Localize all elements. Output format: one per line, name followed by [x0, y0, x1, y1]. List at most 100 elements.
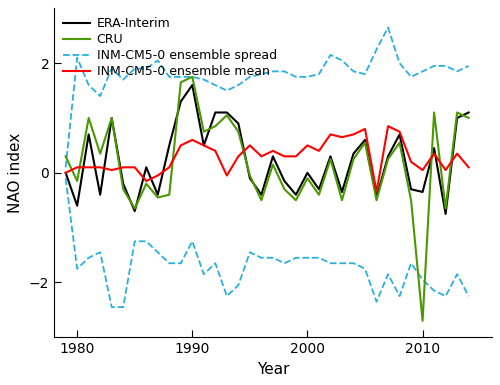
Line: INM-CM5-0 ensemble spread: INM-CM5-0 ensemble spread — [66, 27, 468, 167]
INM-CM5-0 ensemble mean — [224, 173, 230, 178]
CRU — [62, 154, 68, 159]
CRU — [86, 116, 91, 120]
INM-CM5-0 ensemble spread — [166, 75, 172, 79]
INM-CM5-0 ensemble spread — [86, 83, 91, 87]
INM-CM5-0 ensemble mean — [74, 165, 80, 170]
INM-CM5-0 ensemble spread — [224, 88, 230, 93]
CRU — [155, 195, 161, 200]
INM-CM5-0 ensemble mean — [339, 135, 345, 139]
ERA-Interim — [293, 192, 299, 197]
ERA-Interim — [339, 190, 345, 194]
ERA-Interim — [466, 110, 471, 115]
INM-CM5-0 ensemble spread — [212, 83, 218, 87]
INM-CM5-0 ensemble mean — [385, 124, 391, 129]
CRU — [362, 140, 368, 145]
INM-CM5-0 ensemble spread — [120, 77, 126, 82]
ERA-Interim — [108, 116, 114, 120]
INM-CM5-0 ensemble spread — [328, 53, 334, 57]
CRU — [132, 206, 138, 211]
CRU — [442, 206, 448, 211]
INM-CM5-0 ensemble mean — [282, 154, 288, 159]
INM-CM5-0 ensemble mean — [62, 171, 68, 175]
INM-CM5-0 ensemble mean — [178, 143, 184, 148]
CRU — [108, 116, 114, 120]
INM-CM5-0 ensemble mean — [350, 132, 356, 137]
INM-CM5-0 ensemble mean — [132, 165, 138, 170]
ERA-Interim — [212, 110, 218, 115]
Y-axis label: NAO index: NAO index — [8, 133, 24, 213]
INM-CM5-0 ensemble mean — [420, 168, 426, 172]
CRU — [143, 181, 149, 186]
Line: ERA-Interim: ERA-Interim — [66, 85, 468, 214]
ERA-Interim — [396, 132, 402, 137]
INM-CM5-0 ensemble mean — [454, 151, 460, 156]
ERA-Interim — [408, 187, 414, 192]
ERA-Interim — [86, 132, 91, 137]
CRU — [339, 198, 345, 203]
INM-CM5-0 ensemble mean — [316, 149, 322, 153]
INM-CM5-0 ensemble mean — [120, 165, 126, 170]
INM-CM5-0 ensemble spread — [132, 66, 138, 71]
ERA-Interim — [155, 192, 161, 197]
ERA-Interim — [420, 190, 426, 194]
ERA-Interim — [316, 187, 322, 192]
INM-CM5-0 ensemble spread — [74, 55, 80, 60]
CRU — [247, 173, 253, 178]
INM-CM5-0 ensemble mean — [190, 137, 196, 142]
INM-CM5-0 ensemble mean — [212, 149, 218, 153]
INM-CM5-0 ensemble mean — [374, 190, 380, 194]
X-axis label: Year: Year — [256, 362, 289, 377]
INM-CM5-0 ensemble spread — [316, 72, 322, 77]
CRU — [396, 140, 402, 145]
INM-CM5-0 ensemble spread — [247, 75, 253, 79]
Legend: ERA-Interim, CRU, INM-CM5-0 ensemble spread, INM-CM5-0 ensemble mean: ERA-Interim, CRU, INM-CM5-0 ensemble spr… — [60, 15, 279, 81]
INM-CM5-0 ensemble spread — [374, 47, 380, 52]
CRU — [190, 75, 196, 79]
INM-CM5-0 ensemble mean — [442, 168, 448, 172]
INM-CM5-0 ensemble mean — [466, 165, 471, 170]
CRU — [431, 110, 437, 115]
ERA-Interim — [166, 143, 172, 148]
CRU — [374, 198, 380, 203]
INM-CM5-0 ensemble spread — [97, 94, 103, 98]
ERA-Interim — [454, 116, 460, 120]
ERA-Interim — [190, 83, 196, 87]
CRU — [201, 129, 207, 134]
INM-CM5-0 ensemble mean — [236, 154, 242, 159]
ERA-Interim — [362, 137, 368, 142]
CRU — [408, 198, 414, 203]
INM-CM5-0 ensemble mean — [201, 143, 207, 148]
ERA-Interim — [270, 154, 276, 159]
INM-CM5-0 ensemble spread — [442, 64, 448, 68]
INM-CM5-0 ensemble mean — [86, 165, 91, 170]
ERA-Interim — [442, 212, 448, 216]
INM-CM5-0 ensemble mean — [431, 151, 437, 156]
CRU — [97, 151, 103, 156]
INM-CM5-0 ensemble spread — [190, 75, 196, 79]
INM-CM5-0 ensemble mean — [328, 132, 334, 137]
CRU — [328, 157, 334, 161]
INM-CM5-0 ensemble mean — [166, 165, 172, 170]
CRU — [166, 192, 172, 197]
Line: INM-CM5-0 ensemble mean: INM-CM5-0 ensemble mean — [66, 126, 468, 192]
ERA-Interim — [132, 209, 138, 213]
INM-CM5-0 ensemble mean — [304, 143, 310, 148]
CRU — [282, 187, 288, 192]
INM-CM5-0 ensemble spread — [178, 75, 184, 79]
Line: CRU: CRU — [66, 77, 468, 321]
INM-CM5-0 ensemble mean — [155, 173, 161, 178]
INM-CM5-0 ensemble mean — [108, 168, 114, 172]
INM-CM5-0 ensemble spread — [62, 165, 68, 170]
INM-CM5-0 ensemble spread — [408, 75, 414, 79]
ERA-Interim — [385, 154, 391, 159]
ERA-Interim — [304, 171, 310, 175]
INM-CM5-0 ensemble mean — [97, 165, 103, 170]
ERA-Interim — [350, 151, 356, 156]
INM-CM5-0 ensemble spread — [431, 64, 437, 68]
CRU — [270, 162, 276, 167]
INM-CM5-0 ensemble spread — [396, 61, 402, 65]
INM-CM5-0 ensemble spread — [304, 75, 310, 79]
CRU — [293, 198, 299, 203]
INM-CM5-0 ensemble spread — [201, 77, 207, 82]
INM-CM5-0 ensemble spread — [155, 58, 161, 63]
